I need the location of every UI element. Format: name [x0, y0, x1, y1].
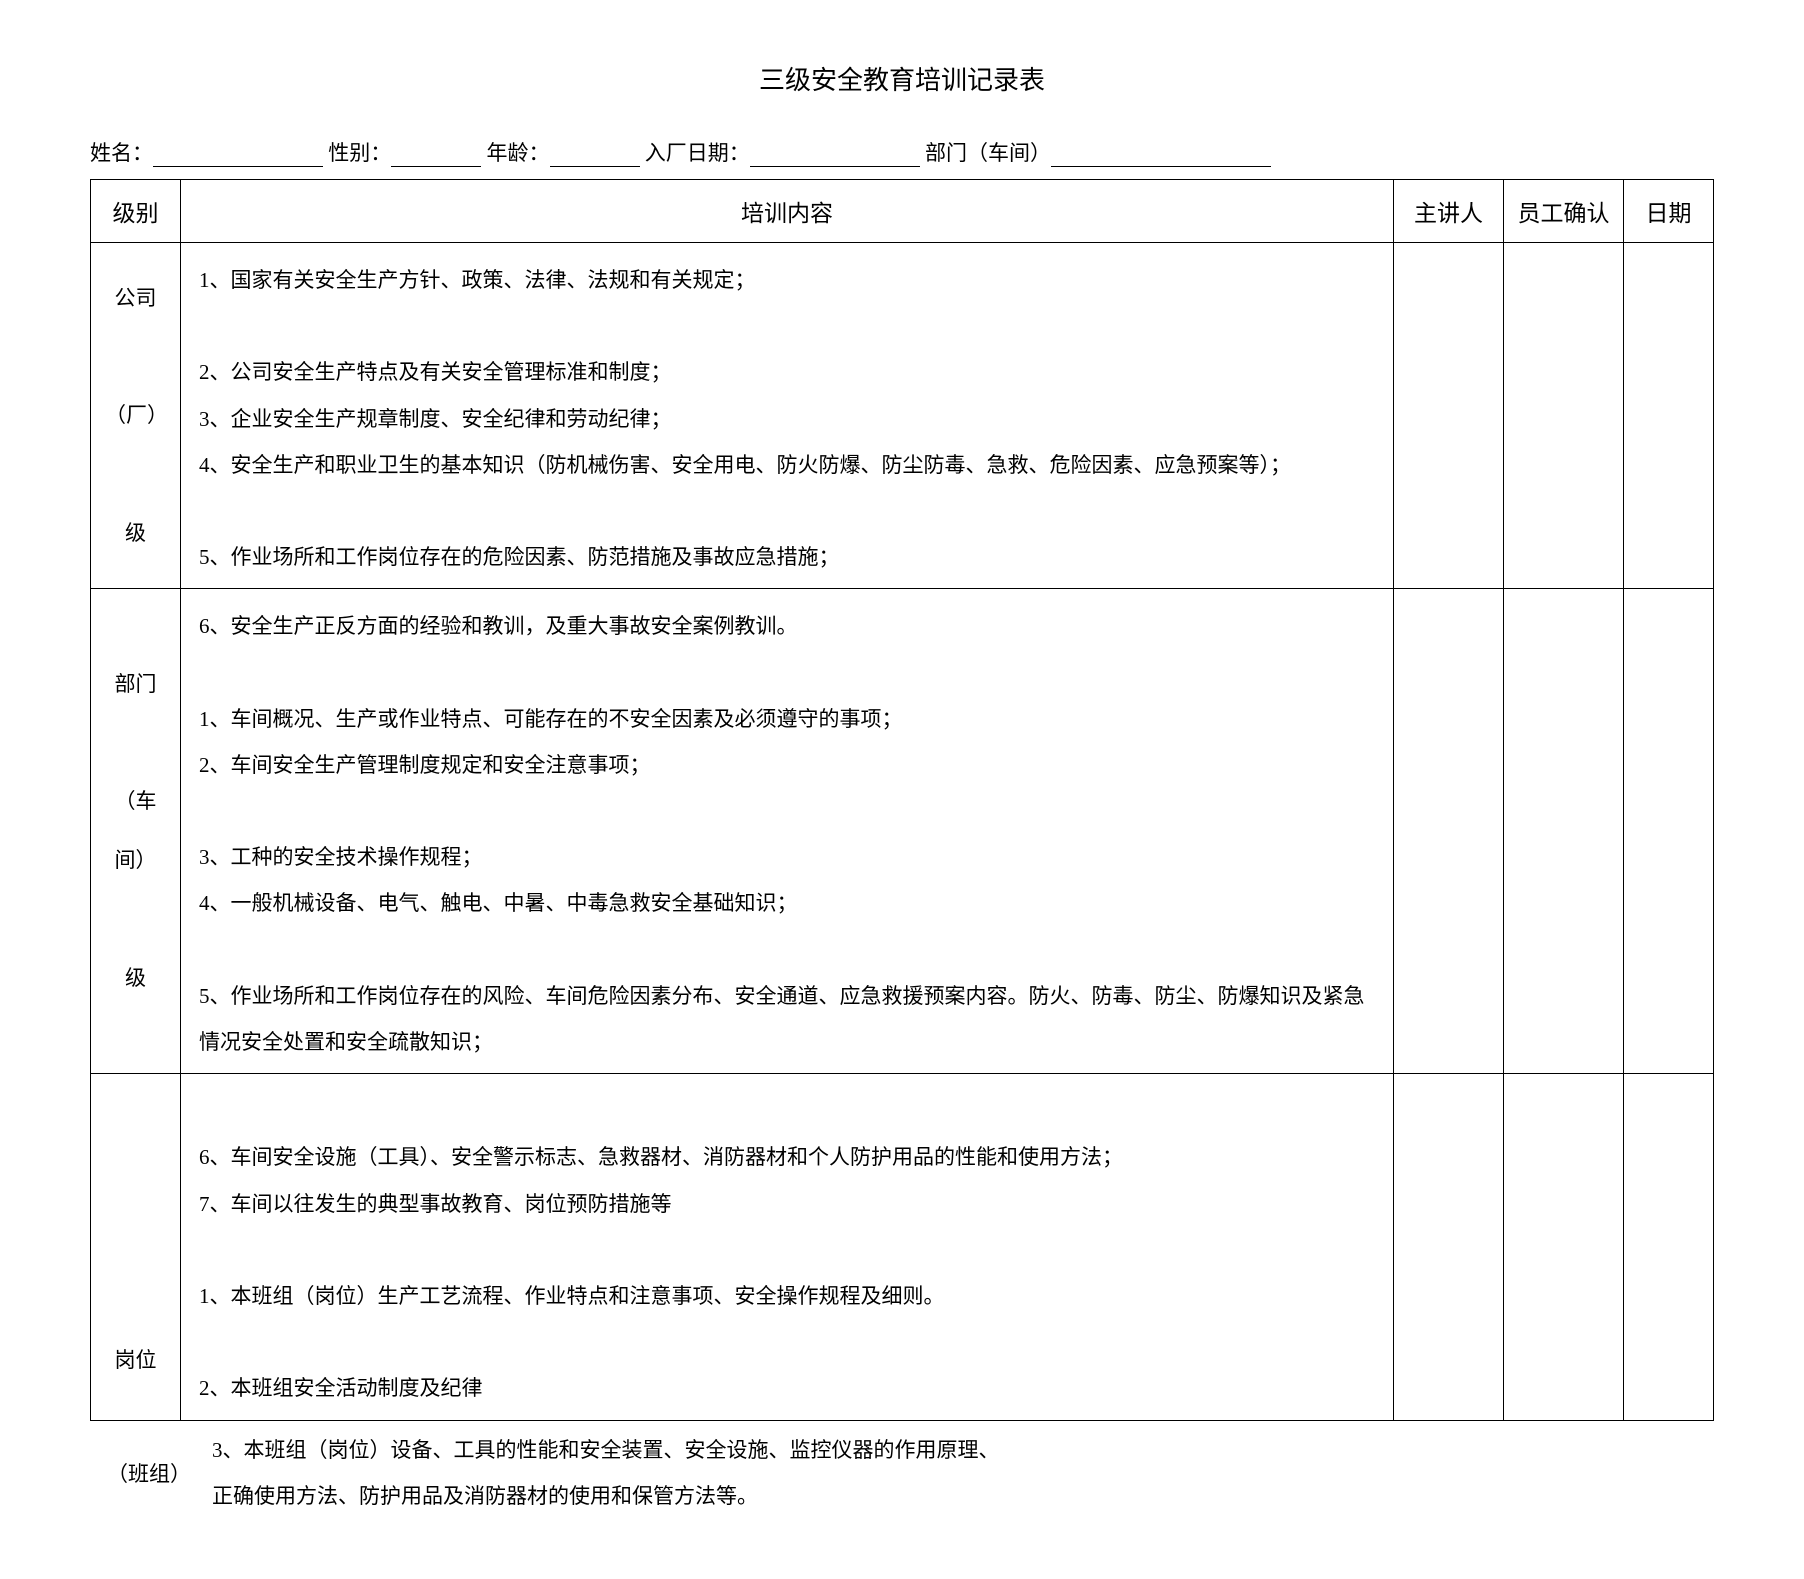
content-cell-dept: 6、安全生产正反方面的经验和教训，及重大事故安全案例教训。 1、车间概况、生产或…: [181, 589, 1394, 1074]
speaker-cell: [1394, 1074, 1504, 1420]
date-cell: [1624, 589, 1714, 1074]
col-confirm-header: 员工确认: [1504, 180, 1624, 243]
col-content-header: 培训内容: [181, 180, 1394, 243]
header-fields: 姓名： 性别： 年龄： 入厂日期： 部门（车间）: [90, 137, 1714, 167]
gender-label: 性别：: [328, 141, 391, 165]
overflow-content: 3、本班组（岗位）设备、工具的性能和安全装置、安全设施、监控仪器的作用原理、 正…: [194, 1427, 1000, 1519]
content-cell-company: 1、国家有关安全生产方针、政策、法律、法规和有关规定； 2、公司安全生产特点及有…: [181, 243, 1394, 589]
dept-blank: [1051, 143, 1271, 167]
overflow-section: （班组） 3、本班组（岗位）设备、工具的性能和安全装置、安全设施、监控仪器的作用…: [90, 1427, 1714, 1519]
table-header-row: 级别 培训内容 主讲人 员工确认 日期: [91, 180, 1714, 243]
overflow-level: （班组）: [104, 1427, 194, 1519]
table-row: 部门 （车间） 级 6、安全生产正反方面的经验和教训，及重大事故安全案例教训。 …: [91, 589, 1714, 1074]
entry-date-blank: [750, 143, 920, 167]
age-label: 年龄：: [487, 141, 550, 165]
gender-blank: [391, 143, 481, 167]
confirm-cell: [1504, 243, 1624, 589]
speaker-cell: [1394, 589, 1504, 1074]
training-table: 级别 培训内容 主讲人 员工确认 日期 公司 （厂） 级 1、国家有关安全生产方…: [90, 179, 1714, 1421]
level-cell-dept: 部门 （车间） 级: [91, 589, 181, 1074]
col-level-header: 级别: [91, 180, 181, 243]
confirm-cell: [1504, 1074, 1624, 1420]
age-blank: [550, 143, 640, 167]
speaker-cell: [1394, 243, 1504, 589]
entry-date-label: 入厂日期：: [645, 141, 750, 165]
content-cell-position: 6、车间安全设施（工具）、安全警示标志、急救器材、消防器材和个人防护用品的性能和…: [181, 1074, 1394, 1420]
table-row: 公司 （厂） 级 1、国家有关安全生产方针、政策、法律、法规和有关规定； 2、公…: [91, 243, 1714, 589]
col-speaker-header: 主讲人: [1394, 180, 1504, 243]
level-cell-company: 公司 （厂） 级: [91, 243, 181, 589]
name-blank: [153, 143, 323, 167]
confirm-cell: [1504, 589, 1624, 1074]
dept-label: 部门（车间）: [925, 141, 1051, 165]
table-row: 岗位 6、车间安全设施（工具）、安全警示标志、急救器材、消防器材和个人防护用品的…: [91, 1074, 1714, 1420]
page-title: 三级安全教育培训记录表: [90, 60, 1714, 97]
name-label: 姓名：: [90, 141, 153, 165]
date-cell: [1624, 1074, 1714, 1420]
level-cell-position: 岗位: [91, 1074, 181, 1420]
date-cell: [1624, 243, 1714, 589]
col-date-header: 日期: [1624, 180, 1714, 243]
